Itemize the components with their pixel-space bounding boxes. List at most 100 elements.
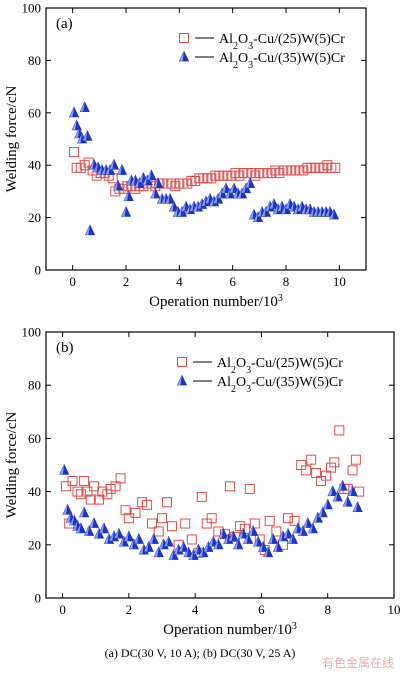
triangle-point bbox=[297, 525, 308, 536]
square-point bbox=[115, 473, 126, 484]
y-tick-label: 20 bbox=[28, 537, 41, 552]
triangle-point bbox=[347, 485, 358, 497]
triangle-point bbox=[228, 182, 240, 194]
y-tick-label: 0 bbox=[35, 591, 42, 606]
square-point bbox=[271, 526, 282, 537]
square-point bbox=[250, 170, 261, 181]
triangle-point bbox=[120, 205, 132, 217]
series-triangle bbox=[59, 463, 363, 560]
legend-marker bbox=[178, 50, 190, 62]
y-tick-label: 0 bbox=[35, 263, 42, 278]
x-tick-label: 8 bbox=[324, 602, 331, 617]
triangle-point bbox=[108, 158, 120, 170]
legend-marker bbox=[177, 357, 187, 367]
square-point bbox=[347, 465, 358, 476]
square-point bbox=[75, 489, 86, 500]
x-tick-label: 4 bbox=[192, 602, 199, 617]
triangle-point bbox=[134, 177, 145, 188]
square-point bbox=[244, 483, 255, 494]
y-tick-label: 40 bbox=[28, 484, 41, 499]
triangle-point bbox=[328, 208, 340, 220]
triangle-point bbox=[220, 182, 232, 194]
triangle-point bbox=[238, 527, 249, 539]
triangle-point bbox=[248, 525, 259, 536]
square-point bbox=[123, 513, 134, 524]
triangle-point bbox=[78, 506, 90, 518]
triangle-point bbox=[224, 187, 236, 199]
square-point bbox=[350, 454, 361, 465]
triangle-point bbox=[88, 517, 100, 528]
legend-label: Al2O3-Cu/(35)W(5)Cr bbox=[219, 51, 345, 71]
triangle-point bbox=[240, 182, 252, 194]
y-tick-label: 20 bbox=[28, 210, 41, 225]
triangle-point bbox=[212, 192, 224, 204]
triangle-point bbox=[203, 541, 214, 552]
triangle-point bbox=[260, 205, 272, 217]
y-tick-label: 80 bbox=[28, 378, 41, 393]
square-point bbox=[60, 481, 71, 492]
x-tick-label: 4 bbox=[176, 274, 183, 289]
square-point bbox=[153, 526, 164, 537]
x-tick-label: 8 bbox=[283, 274, 290, 289]
square-point bbox=[180, 518, 191, 529]
triangle-point bbox=[68, 106, 80, 118]
y-tick-label: 40 bbox=[28, 158, 41, 173]
square-point bbox=[82, 486, 93, 497]
y-axis-label: Welding force/cN bbox=[4, 86, 20, 193]
square-point bbox=[301, 465, 312, 476]
watermark-text: 有色金属在线 bbox=[321, 656, 394, 670]
triangle-point bbox=[213, 538, 224, 550]
triangle-point bbox=[272, 541, 284, 552]
triangle-point bbox=[146, 169, 157, 181]
triangle-point bbox=[292, 522, 304, 534]
figure-caption: (a) DC(30 V, 10 A); (b) DC(30 V, 25 A) bbox=[104, 646, 296, 660]
triangle-point bbox=[236, 187, 248, 199]
square-point bbox=[147, 518, 158, 529]
triangle-point bbox=[104, 164, 116, 175]
x-tick-label: 10 bbox=[333, 274, 346, 289]
triangle-point bbox=[75, 522, 86, 534]
x-tick-label: 0 bbox=[69, 274, 76, 289]
square-point bbox=[72, 486, 83, 497]
triangle-point bbox=[163, 535, 174, 547]
x-tick-label: 6 bbox=[258, 602, 265, 617]
plot-frame bbox=[45, 7, 367, 271]
y-tick-label: 100 bbox=[22, 325, 42, 340]
triangle-point bbox=[233, 538, 244, 550]
triangle-point bbox=[267, 533, 279, 544]
triangle-point bbox=[116, 164, 128, 175]
triangle-point bbox=[93, 527, 105, 539]
triangle-point bbox=[178, 541, 189, 552]
square-point bbox=[326, 462, 337, 473]
triangle-point bbox=[123, 190, 134, 202]
triangle-point bbox=[150, 187, 161, 199]
triangle-point bbox=[148, 533, 159, 544]
triangle-point bbox=[327, 485, 338, 497]
triangle-point bbox=[142, 174, 153, 186]
triangle-point bbox=[79, 101, 90, 112]
panel-label: (a) bbox=[56, 16, 73, 32]
triangle-point bbox=[252, 535, 264, 547]
legend-label: Al2O3-Cu/(25)W(5)Cr bbox=[219, 32, 345, 52]
square-point bbox=[329, 457, 340, 468]
square-point bbox=[85, 494, 96, 505]
triangle-point bbox=[71, 119, 82, 131]
legend-label: Al2O3-Cu/(25)W(5)Cr bbox=[217, 356, 343, 376]
triangle-point bbox=[307, 522, 318, 534]
square-point bbox=[69, 147, 79, 158]
square-point bbox=[120, 505, 131, 516]
triangle-point bbox=[164, 192, 176, 204]
triangle-point bbox=[176, 205, 188, 217]
triangle-point bbox=[302, 517, 313, 528]
triangle-point bbox=[257, 541, 269, 552]
square-point bbox=[264, 515, 275, 526]
square-point bbox=[334, 425, 345, 436]
triangle-point bbox=[152, 177, 164, 188]
square-point bbox=[79, 475, 90, 486]
triangle-point bbox=[123, 530, 134, 542]
triangle-point bbox=[216, 187, 228, 199]
triangle-point bbox=[62, 503, 73, 515]
triangle-point bbox=[287, 533, 299, 544]
